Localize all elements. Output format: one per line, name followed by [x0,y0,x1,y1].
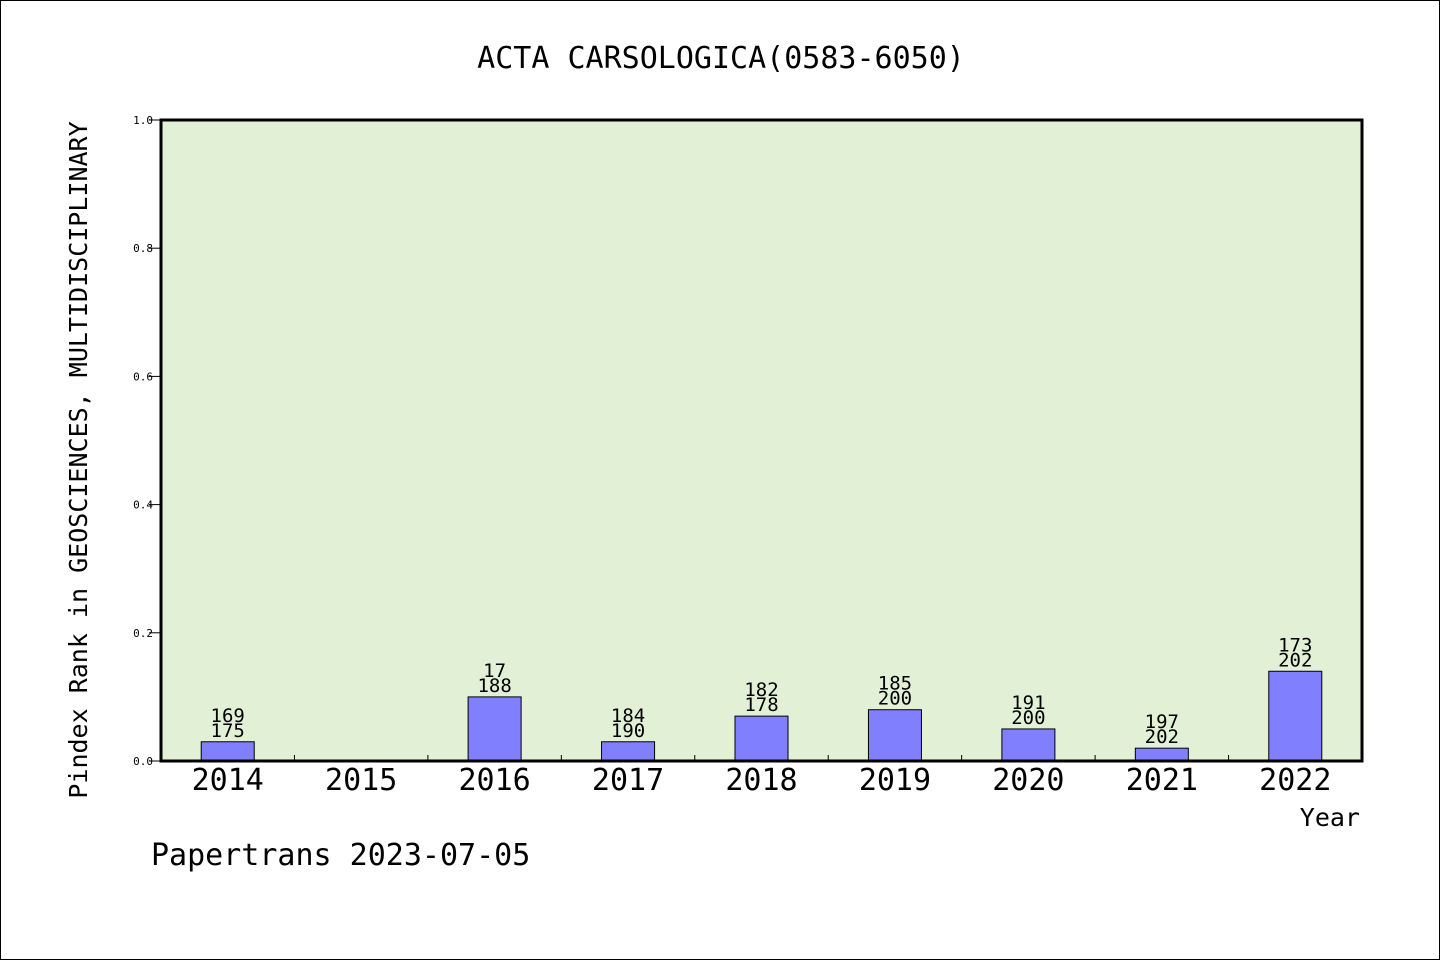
bar [1001,728,1056,762]
bar-label-top: 169 [211,705,245,727]
bar [867,709,922,762]
y-tick-label: 0.2 [133,627,153,640]
y-tick-label: 0.8 [133,242,153,255]
y-tick-label: 1.0 [133,114,153,127]
chart-title: ACTA CARSOLOGICA(0583-6050) [477,41,965,76]
x-tick-label: 2015 [325,763,397,798]
footer-credit: Papertrans 2023-07-05 [151,838,530,873]
y-tick-label: 0.6 [133,370,153,383]
y-tick-label: 0.4 [133,499,153,512]
x-axis-label: Year [1300,803,1360,832]
bar [200,741,255,762]
bar-label-bottom: 200 [878,688,912,710]
bar-label-top: 173 [1278,634,1312,656]
x-tick-label: 2022 [1259,763,1331,798]
bar [1268,670,1323,762]
bar-label-top: 191 [1011,692,1045,714]
x-tick-label: 2018 [725,763,797,798]
y-axis: 0.0 0.2 0.4 0.6 0.8 1.0 [133,114,161,768]
x-tick-label: 2021 [1126,763,1198,798]
bar-label-top: 17 [483,660,506,682]
bar [601,741,656,762]
bar [734,715,789,762]
x-tick-label: 2020 [992,763,1064,798]
bar-label-top: 184 [611,705,645,727]
x-tick-label: 2014 [192,763,264,798]
bar-label-bottom: 202 [1278,649,1312,671]
bar [467,696,522,762]
y-axis-label: Pindex Rank in GEOSCIENCES, MULTIDISCIPL… [64,121,93,798]
bar-label-bottom: 178 [744,694,778,716]
x-tick-label: 2019 [859,763,931,798]
plot-border [159,118,1364,763]
bar-label-bottom: 175 [211,720,245,742]
plot-area [161,120,1362,761]
bar-label-top: 182 [744,679,778,701]
bar-label-top: 185 [878,673,912,695]
bar-label-top: 197 [1145,711,1179,733]
x-tick-label: 2017 [592,763,664,798]
bar [1134,747,1189,762]
bar-label-bottom: 202 [1145,726,1179,748]
x-axis: 2014 2015 2016 2017 2018 2019 2020 2021 2022 [192,755,1331,798]
x-tick-label: 2016 [458,763,530,798]
bar-label-bottom: 188 [477,675,511,697]
y-tick-label: 0.0 [133,755,153,768]
bar-label-bottom: 190 [611,720,645,742]
bar-label-bottom: 200 [1011,707,1045,729]
bars-group [200,670,1323,762]
